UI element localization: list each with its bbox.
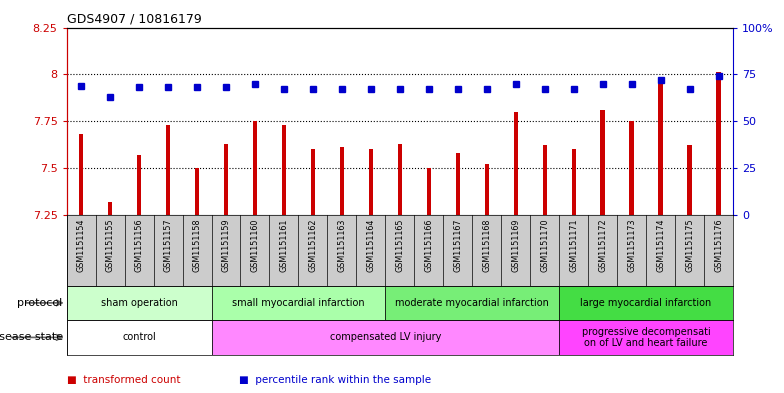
Bar [195,168,199,215]
Text: GSM1151155: GSM1151155 [106,218,114,272]
Text: GSM1151176: GSM1151176 [714,218,723,272]
Text: sham operation: sham operation [100,298,177,308]
Text: GSM1151166: GSM1151166 [424,218,434,272]
Text: GSM1151173: GSM1151173 [627,218,636,272]
Bar [456,153,460,215]
Text: GSM1151154: GSM1151154 [77,218,85,272]
Text: moderate myocardial infarction: moderate myocardial infarction [395,298,550,308]
Text: GSM1151160: GSM1151160 [250,218,260,272]
Bar [485,164,489,215]
Bar [368,149,373,215]
Text: large myocardial infarction: large myocardial infarction [580,298,712,308]
Text: progressive decompensati
on of LV and heart failure: progressive decompensati on of LV and he… [582,327,710,348]
Text: GSM1151175: GSM1151175 [685,218,694,272]
Bar [223,143,228,215]
Text: small myocardial infarction: small myocardial infarction [232,298,365,308]
Bar [543,145,547,215]
Text: GSM1151156: GSM1151156 [135,218,143,272]
Bar [67,286,212,320]
Bar [659,84,662,215]
Bar [630,121,633,215]
Bar [688,145,691,215]
Text: GSM1151158: GSM1151158 [193,218,201,272]
Text: compensated LV injury: compensated LV injury [329,332,441,342]
Bar [386,286,559,320]
Bar [79,134,83,215]
Text: GSM1151170: GSM1151170 [540,218,550,272]
Bar [252,121,257,215]
Text: GSM1151172: GSM1151172 [598,218,607,272]
Bar [559,286,733,320]
Bar [397,143,402,215]
Bar [67,320,212,354]
Bar [166,125,170,215]
Text: GSM1151161: GSM1151161 [279,218,289,272]
Text: GSM1151168: GSM1151168 [482,218,492,272]
Text: GSM1151167: GSM1151167 [453,218,463,272]
Text: GSM1151165: GSM1151165 [395,218,405,272]
Text: GSM1151163: GSM1151163 [337,218,347,272]
Text: GSM1151174: GSM1151174 [656,218,665,272]
Bar [572,149,576,215]
Text: protocol: protocol [17,298,63,308]
Text: GDS4907 / 10816179: GDS4907 / 10816179 [67,13,201,26]
Bar [137,155,141,215]
Text: GSM1151169: GSM1151169 [511,218,521,272]
Text: ■  percentile rank within the sample: ■ percentile rank within the sample [239,375,431,385]
Bar [212,320,559,354]
Bar [281,125,286,215]
Text: GSM1151159: GSM1151159 [222,218,230,272]
Text: control: control [122,332,156,342]
Text: ■  transformed count: ■ transformed count [67,375,180,385]
Text: disease state: disease state [0,332,63,342]
Text: GSM1151164: GSM1151164 [366,218,376,272]
Text: GSM1151171: GSM1151171 [569,218,578,272]
Bar [339,147,344,215]
Text: GSM1151157: GSM1151157 [164,218,172,272]
Bar [212,286,386,320]
Bar [108,202,112,215]
Bar [310,149,315,215]
Bar [559,320,733,354]
Bar [717,72,720,215]
Bar [426,168,431,215]
Bar [601,110,604,215]
Text: GSM1151162: GSM1151162 [308,218,318,272]
Bar [514,112,518,215]
